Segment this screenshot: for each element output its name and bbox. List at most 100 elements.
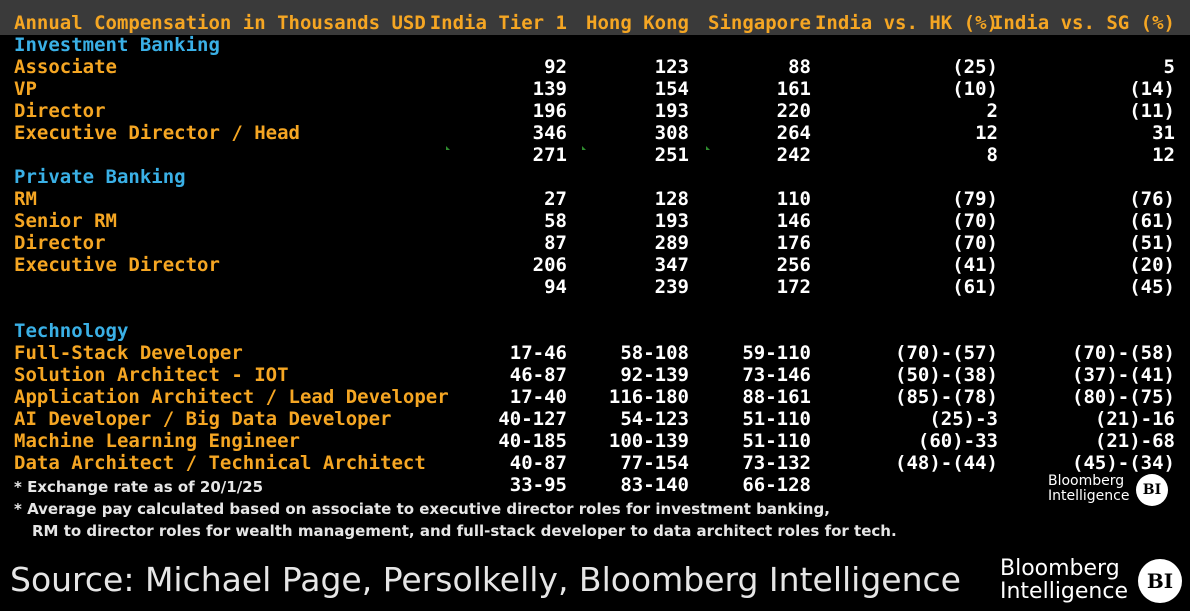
table-cell: 40-185	[498, 430, 567, 452]
table-cell: 110	[776, 188, 811, 210]
table-cell: (25)-3	[929, 408, 998, 430]
row-label: Associate	[14, 56, 117, 78]
table-cell: 172	[776, 276, 811, 298]
table-cell: (80)-(75)	[1072, 386, 1175, 408]
row-label: Executive Director / Head	[14, 122, 300, 144]
table-cell: 220	[776, 100, 811, 122]
row-label: VP	[14, 78, 37, 100]
table-cell: 92	[544, 56, 567, 78]
table-cell: 87	[544, 232, 567, 254]
row-label: Director	[14, 232, 106, 254]
section-header-2: Technology	[14, 320, 129, 342]
column-header-1: Hong Kong	[586, 12, 689, 34]
table-cell: (21)-68	[1094, 430, 1175, 452]
table-cell: 77-154	[620, 452, 689, 474]
table-cell: 8	[986, 144, 998, 166]
table-cell: 346	[532, 122, 567, 144]
table-cell: (61)	[1129, 210, 1175, 232]
table-cell: (45)-(34)	[1072, 452, 1175, 474]
table-cell: (20)	[1129, 254, 1175, 276]
table-cell: (51)	[1129, 232, 1175, 254]
column-header-4: India vs. SG (%)	[991, 12, 1175, 34]
table-cell: (21)-16	[1094, 408, 1175, 430]
table-cell: 58-108	[620, 342, 689, 364]
row-label: Solution Architect - IOT	[14, 364, 289, 386]
table-cell: 88	[788, 56, 811, 78]
table-cell: 264	[776, 122, 811, 144]
table-cell: (70)-(57)	[895, 342, 998, 364]
table-cell: (61)	[952, 276, 998, 298]
table-cell: (79)	[952, 188, 998, 210]
table-cell: (70)	[952, 210, 998, 232]
table-title: Annual Compensation in Thousands USD	[14, 12, 426, 34]
row-label: Data Architect / Technical Architect	[14, 452, 426, 474]
row-label: AI Developer / Big Data Developer	[14, 408, 392, 430]
brand-mark-large-icon: BI	[1138, 559, 1182, 603]
table-cell: (50)-(38)	[895, 364, 998, 386]
table-cell: 116-180	[608, 386, 689, 408]
table-cell: 83-140	[620, 474, 689, 496]
table-cell: (60)-33	[917, 430, 998, 452]
table-cell: 58	[544, 210, 567, 232]
table-cell: 54-123	[620, 408, 689, 430]
table-cell: (10)	[952, 78, 998, 100]
cell-marker-icon	[446, 146, 450, 150]
table-cell: 31	[1152, 122, 1175, 144]
table-cell: 73-132	[742, 452, 811, 474]
table-cell: 12	[975, 122, 998, 144]
table-cell: (48)-(44)	[895, 452, 998, 474]
table-cell: 92-139	[620, 364, 689, 386]
table-cell: 347	[654, 254, 689, 276]
table-cell: (11)	[1129, 100, 1175, 122]
table-cell: 271	[532, 144, 567, 166]
table-cell: 5	[1163, 56, 1175, 78]
header-bar	[0, 0, 1190, 35]
table-cell: 256	[776, 254, 811, 276]
table-cell: 73-146	[742, 364, 811, 386]
table-cell: (70)	[952, 232, 998, 254]
cell-marker-icon	[582, 146, 586, 150]
table-cell: 66-128	[742, 474, 811, 496]
table-cell: 139	[532, 78, 567, 100]
table-cell: 17-40	[509, 386, 567, 408]
table-cell: 46-87	[509, 364, 567, 386]
brand-name-line1: Bloomberg	[1048, 473, 1125, 489]
table-cell: 206	[532, 254, 567, 276]
table-cell: 176	[776, 232, 811, 254]
row-label: RM	[14, 188, 37, 210]
table-cell: 239	[654, 276, 689, 298]
table-cell: (45)	[1129, 276, 1175, 298]
table-cell: (70)-(58)	[1072, 342, 1175, 364]
brand-mark-small-icon: BI	[1136, 474, 1168, 506]
table-cell: 100-139	[608, 430, 689, 452]
row-label: Director	[14, 100, 106, 122]
column-header-3: India vs. HK (%)	[814, 12, 998, 34]
table-cell: 33-95	[509, 474, 567, 496]
table-cell: 242	[776, 144, 811, 166]
column-header-0: India Tier 1	[429, 12, 567, 34]
table-cell: (85)-(78)	[895, 386, 998, 408]
brand-logo-large: Bloomberg Intelligence	[1000, 557, 1128, 603]
table-cell: 94	[544, 276, 567, 298]
brand-logo-small: Bloomberg Intelligence	[1048, 474, 1129, 503]
table-cell: 59-110	[742, 342, 811, 364]
table-cell: 17-46	[509, 342, 567, 364]
brand-name-line2: Intelligence	[1048, 487, 1130, 504]
table-cell: (76)	[1129, 188, 1175, 210]
table-cell: 88-161	[742, 386, 811, 408]
table-cell: 40-127	[498, 408, 567, 430]
table-cell: (14)	[1129, 78, 1175, 100]
table-cell: 161	[776, 78, 811, 100]
table-cell: (41)	[952, 254, 998, 276]
row-label: Full-Stack Developer	[14, 342, 243, 364]
table-cell: 251	[654, 144, 689, 166]
column-header-2: Singapore	[708, 12, 811, 34]
brand-name-line1-large: Bloomberg	[1000, 556, 1120, 581]
table-cell: 123	[654, 56, 689, 78]
table-cell: 51-110	[742, 408, 811, 430]
table-cell: 146	[776, 210, 811, 232]
cell-marker-icon	[706, 146, 710, 150]
footnote-average-pay-2: RM to director roles for wealth manageme…	[32, 522, 897, 540]
table-cell: (25)	[952, 56, 998, 78]
table-cell: 40-87	[509, 452, 567, 474]
